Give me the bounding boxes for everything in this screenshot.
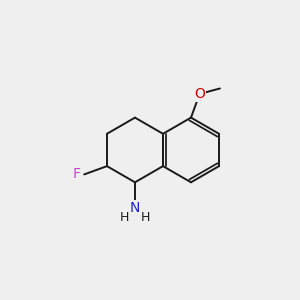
Text: F: F (73, 167, 81, 182)
Text: H: H (119, 211, 129, 224)
Text: O: O (194, 87, 205, 101)
Text: N: N (130, 200, 140, 214)
Text: H: H (141, 211, 151, 224)
